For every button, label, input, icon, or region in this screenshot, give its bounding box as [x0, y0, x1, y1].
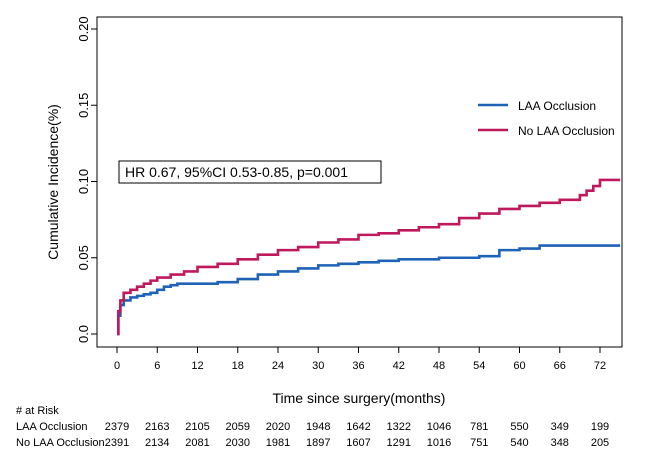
x-tick-label: 18 — [232, 360, 244, 372]
risk-count: 1322 — [386, 421, 411, 433]
y-axis: 0.0 0.05 0.10 0.15 0.20 — [76, 16, 97, 343]
y-tick-label: 0.10 — [76, 169, 91, 194]
y-axis-label: Cumulative Incidence(%) — [45, 104, 61, 260]
legend-label-no-laa: No LAA Occlusion — [518, 124, 615, 138]
risk-count: 540 — [510, 437, 529, 449]
x-tick-label: 66 — [554, 360, 566, 372]
x-tick-label: 42 — [393, 360, 405, 372]
risk-count: 2105 — [185, 421, 210, 433]
risk-count: 2391 — [104, 437, 130, 449]
risk-count: 2020 — [265, 421, 291, 433]
curve-no-laa-occlusion — [117, 178, 621, 336]
x-axis-label: Time since surgery(months) — [273, 390, 446, 406]
risk-count: 2081 — [185, 437, 210, 449]
risk-count: 2030 — [225, 437, 250, 449]
risk-count: 2163 — [145, 421, 170, 433]
hr-annotation-box — [118, 160, 382, 184]
risk-count: 1291 — [386, 437, 411, 449]
y-tick-label: 0.05 — [76, 245, 91, 270]
x-tick-label: 54 — [473, 360, 485, 372]
x-tick-label: 30 — [312, 360, 324, 372]
x-tick-label: 72 — [594, 360, 606, 372]
y-tick-label: 0.0 — [76, 325, 91, 343]
risk-count: 199 — [590, 421, 610, 433]
x-axis: 0 6 12 18 24 30 36 42 48 54 60 66 72 — [114, 347, 606, 372]
risk-count: 1642 — [346, 421, 371, 433]
y-tick-label: 0.15 — [76, 93, 91, 118]
risk-count: 550 — [510, 421, 529, 433]
legend-label-laa: LAA Occlusion — [518, 99, 596, 113]
hr-annotation-text: HR 0.67, 95%CI 0.53-0.85, p=0.001 — [125, 164, 348, 180]
x-tick-label: 12 — [191, 360, 203, 372]
risk-count: 348 — [550, 437, 569, 449]
risk-count: 1016 — [426, 437, 452, 449]
risk-count: 1897 — [306, 437, 331, 449]
x-tick-label: 60 — [513, 360, 525, 372]
risk-count: 781 — [470, 421, 489, 433]
risk-count: 349 — [550, 421, 569, 433]
x-tick-label: 24 — [272, 360, 284, 372]
risk-count: 1981 — [265, 437, 291, 449]
risk-count: 1046 — [426, 421, 452, 433]
risk-table-title: # at Risk — [16, 405, 59, 417]
x-tick-label: 0 — [114, 360, 120, 372]
curves — [117, 178, 621, 336]
x-tick-label: 48 — [433, 360, 445, 372]
hr-annotation: HR 0.67, 95%CI 0.53-0.85, p=0.001 — [118, 160, 382, 184]
x-tick-label: 6 — [154, 360, 160, 372]
risk-count: 1948 — [306, 421, 331, 433]
risk-count: 751 — [470, 437, 489, 449]
x-tick-label: 36 — [352, 360, 364, 372]
risk-count: 2059 — [225, 421, 250, 433]
curve-laa-occlusion — [117, 244, 621, 336]
risk-count: 1607 — [346, 437, 371, 449]
risk-count: 2379 — [104, 421, 130, 433]
risk-count: 205 — [590, 437, 610, 449]
legend: LAA Occlusion No LAA Occlusion — [478, 99, 615, 138]
risk-count: 2134 — [145, 437, 170, 449]
y-tick-label: 0.20 — [76, 16, 91, 41]
risk-row-label-laa: LAA Occlusion — [16, 421, 88, 433]
risk-row-label-no-laa: No LAA Occlusion — [16, 437, 105, 449]
